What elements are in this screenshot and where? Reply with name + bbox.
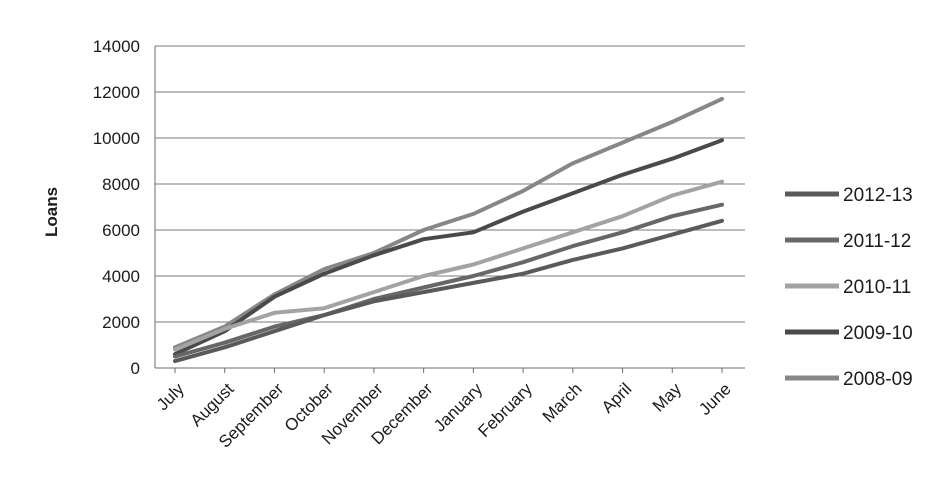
legend-label: 2008-09 [843,369,913,390]
y-tick-label: 8000 [102,175,140,194]
series-line-2011-12 [173,202,724,359]
gridlines [155,45,745,323]
x-tick-label: February [474,379,536,441]
series-line-2009-10 [173,138,724,357]
series-lines [173,96,724,364]
axes [154,46,745,373]
legend-label: 2009-10 [843,323,913,344]
legend-label: 2010-11 [843,277,911,298]
x-tick-labels: JulyAugustSeptemberOctoberNovemberDecemb… [153,379,735,452]
y-tick-label: 14000 [93,37,140,56]
x-tick-label: March [539,379,586,426]
series-line-2008-09 [173,96,724,350]
y-tick-label: 6000 [102,221,140,240]
x-tick-label: July [153,379,188,414]
series-line-2010-11 [173,179,724,352]
x-tick-label: May [649,379,685,415]
x-tick-label: June [695,379,735,419]
y-axis-label: Loans [42,187,61,237]
y-tick-label: 2000 [102,313,140,332]
y-tick-label: 10000 [93,129,140,148]
legend-label: 2011-12 [843,231,911,252]
legend: 2012-13 2011-12 2010-11 2009-10 2008-09 [785,185,913,390]
x-tick-label: April [598,379,635,416]
y-tick-label: 4000 [102,267,140,286]
legend-label: 2012-13 [843,185,913,206]
y-tick-labels: 0 2000 4000 6000 8000 10000 12000 14000 [93,37,140,378]
series-line-2012-13 [173,218,724,364]
y-tick-label: 0 [131,359,140,378]
y-tick-label: 12000 [93,83,140,102]
